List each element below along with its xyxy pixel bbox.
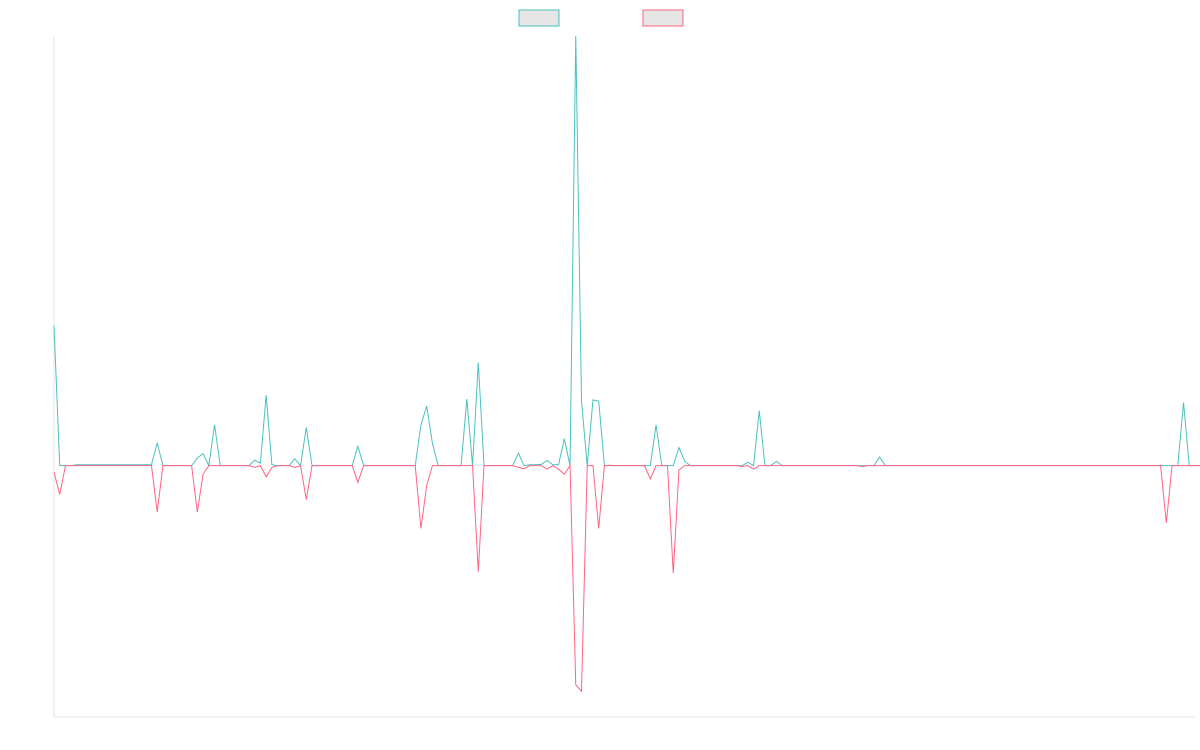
series-line-1 — [53, 35, 1200, 468]
legend — [518, 9, 684, 27]
legend-swatch-1[interactable] — [518, 9, 560, 27]
series-layer — [53, 35, 1200, 693]
series-line-2 — [53, 464, 1200, 693]
legend-swatch-2[interactable] — [642, 9, 684, 27]
axes — [53, 36, 1195, 718]
